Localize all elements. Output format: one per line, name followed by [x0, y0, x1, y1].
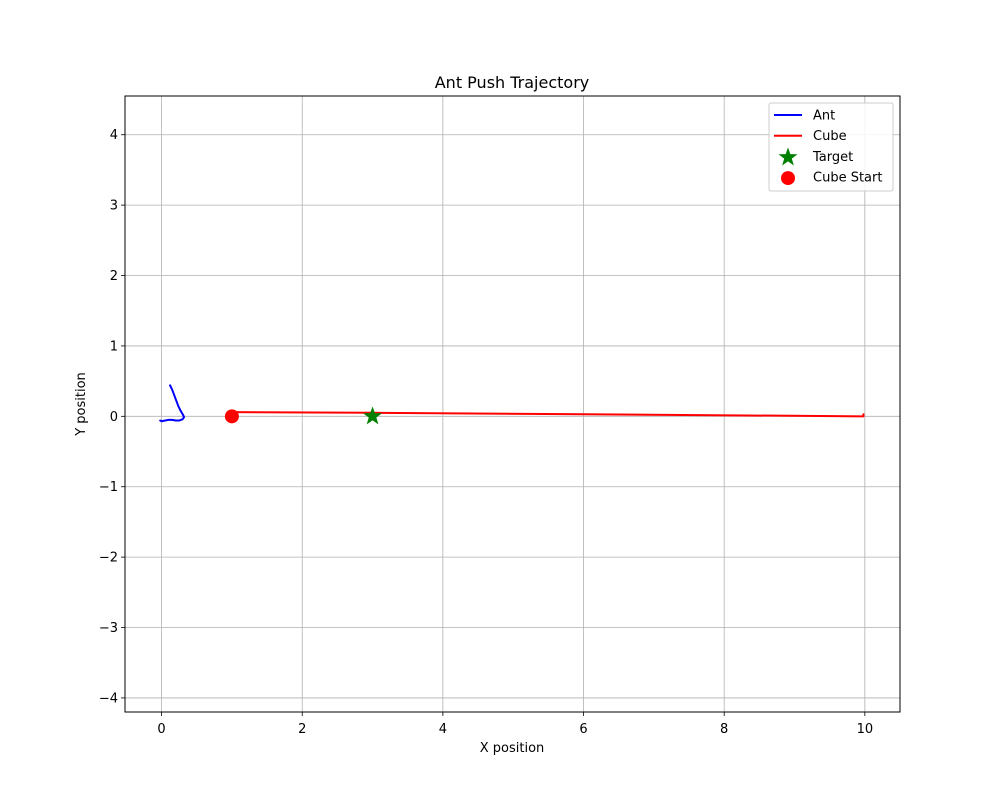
cube-trajectory-line — [230, 411, 865, 418]
plot-frame — [124, 95, 901, 713]
legend-label-ant: Ant — [813, 109, 835, 124]
plot-series — [159, 384, 865, 425]
x-axis-ticks: 0 2 4 6 8 10 — [157, 712, 873, 737]
y-tick-label: 4 — [110, 128, 118, 143]
x-tick-label: 10 — [857, 722, 874, 737]
x-tick-label: 0 — [157, 722, 165, 737]
legend-box — [768, 102, 894, 192]
y-tick-label: 3 — [110, 199, 118, 214]
chart-title: Ant Push Trajectory — [435, 73, 590, 92]
target-marker — [363, 406, 383, 425]
ant-trajectory-line — [159, 384, 186, 423]
legend-label-cube: Cube — [813, 129, 847, 144]
y-axis-ticks: −4 −3 −2 −1 0 1 2 3 4 — [99, 128, 125, 706]
y-axis-label: Y position — [74, 372, 89, 437]
x-tick-label: 4 — [439, 722, 447, 737]
legend: Ant Cube Target Cube Start — [768, 102, 894, 192]
y-tick-label: −1 — [99, 480, 118, 495]
y-tick-label: 1 — [110, 339, 118, 354]
legend-label-target: Target — [812, 150, 853, 165]
x-tick-label: 6 — [579, 722, 587, 737]
y-tick-label: −2 — [99, 551, 118, 566]
x-tick-label: 8 — [720, 722, 728, 737]
y-tick-label: −4 — [99, 691, 118, 706]
y-tick-label: 2 — [110, 269, 118, 284]
x-axis-label: X position — [480, 741, 545, 756]
y-tick-label: 0 — [110, 410, 118, 425]
legend-swatch-target — [778, 147, 798, 166]
legend-item-cube-start: Cube Start — [781, 171, 882, 186]
legend-item-cube: Cube — [774, 129, 847, 144]
cube-start-marker — [224, 409, 239, 424]
legend-swatch-cube-start — [781, 171, 795, 186]
x-tick-label: 2 — [298, 722, 306, 737]
legend-label-cube-start: Cube Start — [813, 171, 882, 186]
y-tick-label: −3 — [99, 621, 118, 636]
legend-item-target: Target — [778, 147, 853, 166]
legend-item-ant: Ant — [774, 109, 835, 124]
